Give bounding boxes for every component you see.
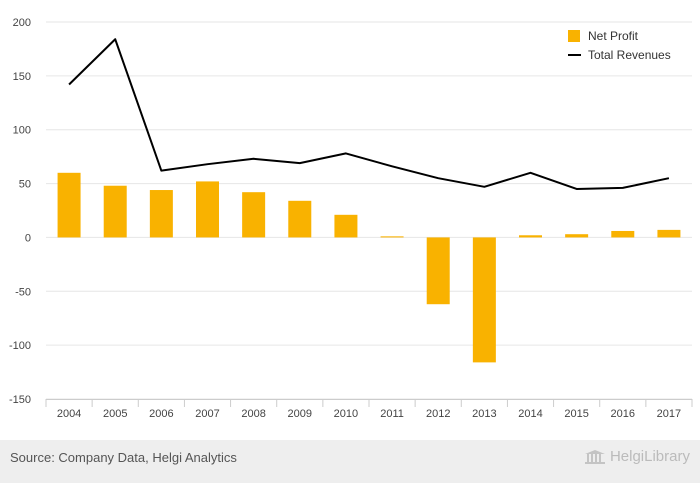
chart-canvas: 200 150 100 50 0 -50 -100 -150 2004 2005 2006 2007 2… [9,17,693,420]
net-profit-bar [196,181,219,238]
x-tick-label: 2013 [472,408,496,420]
legend-label-total-revenues: Total Revenues [588,48,671,62]
x-tick-label: 2009 [288,408,312,420]
y-tick-label: 150 [13,71,31,83]
library-building-icon [584,449,605,464]
y-tick-label: -100 [9,340,31,352]
x-tick-label: 2014 [518,408,542,420]
y-tick-label: 0 [25,232,31,244]
legend-label-net-profit: Net Profit [588,29,639,43]
source-note: Source: Company Data, Helgi Analytics [10,450,237,465]
net-profit-bar [149,190,173,238]
helgi-library-logo[interactable]: HelgiLibrary [584,448,690,465]
x-tick-label: 2017 [657,408,681,420]
y-tick-label: 100 [13,125,31,137]
net-profit-bar [288,200,312,238]
net-profit-bar [611,230,635,238]
x-tick-label: 2005 [103,408,127,420]
y-tick-label: 200 [13,17,31,29]
net-profit-bar [103,185,127,238]
x-tick-label: 2007 [195,408,219,420]
net-profit-bar [657,229,681,238]
total-revenues-line [68,38,670,190]
net-profit-bar [57,172,81,238]
y-tick-label: -50 [15,286,31,298]
y-tick-label: -150 [9,394,31,406]
net-profit-bar [426,237,450,305]
net-profit-bar [334,214,358,238]
x-tick-label: 2008 [241,408,265,420]
net-profit-bar [472,237,496,363]
x-tick-label: 2006 [149,408,173,420]
chart-footer: Source: Company Data, Helgi Analytics He… [0,440,700,483]
x-tick-label: 2016 [611,408,635,420]
x-tick-label: 2010 [334,408,358,420]
x-tick-label: 2011 [380,408,404,420]
x-tick-label: 2015 [564,408,588,420]
x-tick-label: 2004 [57,408,81,420]
x-tick-label: 2012 [426,408,450,420]
legend-marker-net-profit [568,30,580,42]
net-profit-bar [519,235,542,238]
net-profit-bar [242,192,266,238]
net-profit-bar [380,236,404,238]
net-profit-bar [565,234,589,238]
brand-name: HelgiLibrary [609,448,690,465]
y-tick-label: 50 [19,179,31,191]
